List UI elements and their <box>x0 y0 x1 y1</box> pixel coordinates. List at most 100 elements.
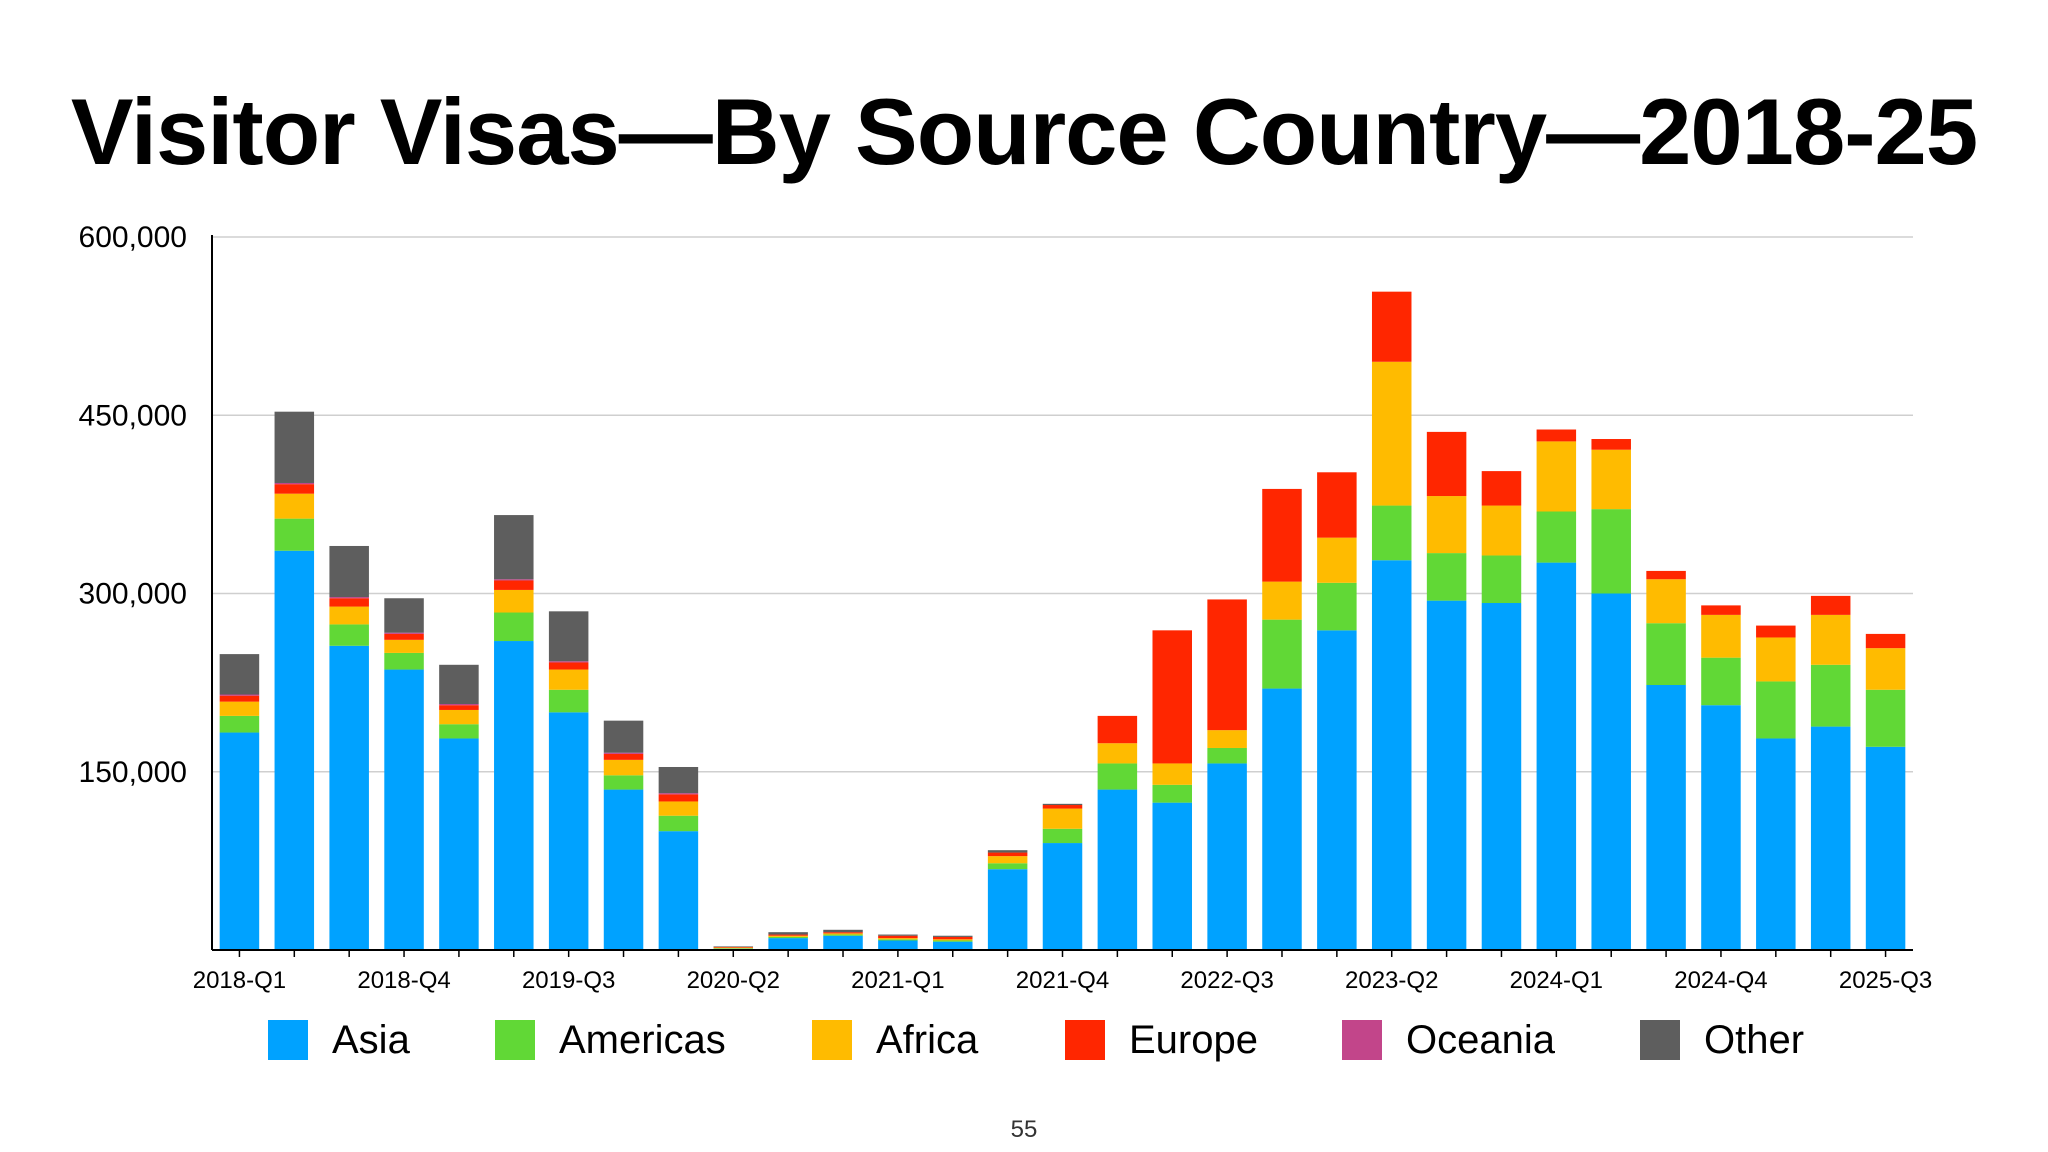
bar-segment-asia <box>823 935 863 950</box>
legend-label-europe: Europe <box>1129 1018 1258 1062</box>
bar-segment-africa <box>1262 581 1302 620</box>
bar-segment-europe <box>494 580 534 590</box>
y-tick-label: 150,000 <box>79 756 187 789</box>
bar-segment-americas <box>494 612 534 642</box>
bar-segment-asia <box>1207 763 1247 950</box>
bar-segment-africa <box>823 933 863 935</box>
legend-label-oceania: Oceania <box>1406 1018 1556 1062</box>
x-tick-label: 2020-Q2 <box>687 967 780 994</box>
bar-segment-europe <box>603 753 644 760</box>
bar-segment-americas <box>548 689 589 713</box>
bar-segment-americas <box>384 652 424 670</box>
bar-segment-asia <box>1756 738 1796 950</box>
x-tick-label: 2022-Q3 <box>1180 967 1273 994</box>
bar-segment-africa <box>603 759 644 776</box>
bar-segment-europe <box>1426 431 1467 497</box>
bar-segment-americas <box>1426 553 1467 601</box>
bar-segment-africa <box>713 947 754 949</box>
bar-segment-europe <box>329 598 369 607</box>
bar-segment-africa <box>768 935 808 937</box>
bar-segment-other <box>494 515 534 580</box>
bar-segment-americas <box>1810 664 1851 727</box>
bar-segment-europe <box>1097 715 1138 744</box>
bar-segment-europe <box>1262 488 1302 582</box>
bar-segment-asia <box>658 831 699 950</box>
bar-segment-other <box>439 664 479 705</box>
bar-segment-europe <box>713 947 754 948</box>
bar-segment-asia <box>933 941 973 950</box>
bar-segment-europe <box>1701 605 1741 615</box>
legend-swatch-europe <box>1065 1020 1105 1060</box>
bar-segment-other <box>603 720 644 753</box>
bar-segment-africa <box>384 639 424 653</box>
x-tick-labels: 2018-Q1 2018-Q4 2019-Q3 2020-Q2 2021-Q1 2021-… <box>193 967 1933 994</box>
bar-segment-asia <box>603 789 644 950</box>
bar-segment-asia <box>1591 593 1631 950</box>
bar-segment-asia <box>1810 726 1851 950</box>
bar-segment-asia <box>1536 562 1577 950</box>
bar-segment-americas <box>1481 555 1522 604</box>
x-tick-label: 2018-Q1 <box>193 967 286 994</box>
bar-segment-europe <box>1317 472 1357 538</box>
bar-segment-other <box>987 850 1028 853</box>
bar-segment-asia <box>878 940 918 950</box>
bar-segment-americas <box>1865 689 1906 747</box>
bar-segment-americas <box>1371 505 1412 561</box>
bar-segment-other <box>658 766 699 794</box>
bar-segment-oceania <box>274 482 315 485</box>
bar-segment-other <box>329 545 369 598</box>
bar-segment-europe <box>823 932 863 934</box>
bar-segment-oceania <box>384 632 424 634</box>
bar-segment-americas <box>1097 763 1138 790</box>
bar-segment-europe <box>1810 595 1851 615</box>
bar-segment-americas <box>1591 509 1631 594</box>
bar-segment-africa <box>329 606 369 625</box>
x-tick-label: 2025-Q3 <box>1839 967 1932 994</box>
bar-segment-oceania <box>439 704 479 706</box>
bar-segment-americas <box>1262 619 1302 689</box>
bar-segment-europe <box>1152 630 1192 764</box>
bar-segment-asia <box>1152 802 1192 950</box>
bar-segment-africa <box>1810 614 1851 665</box>
legend-label-asia: Asia <box>332 1018 411 1062</box>
bar-segment-africa <box>878 938 918 940</box>
bar-segment-europe <box>987 852 1028 857</box>
x-tick-label: 2018-Q4 <box>357 967 450 994</box>
bar-segment-asia <box>274 550 315 950</box>
bar-segment-europe <box>658 794 699 802</box>
bar-segment-other <box>823 929 863 933</box>
bar-segment-africa <box>1152 763 1192 785</box>
bar-segment-other <box>1042 803 1083 806</box>
bar-segment-africa <box>933 939 973 941</box>
bar-segment-africa <box>494 589 534 613</box>
bar-segment-europe <box>439 705 479 710</box>
bar-segment-africa <box>1536 441 1577 512</box>
bar-segment-europe <box>274 484 315 494</box>
bar-segment-americas <box>1207 747 1247 764</box>
bar-segment-americas <box>603 775 644 790</box>
legend-label-other: Other <box>1704 1018 1804 1062</box>
bar-segment-asia <box>1371 560 1412 950</box>
bar-segment-oceania <box>329 597 369 599</box>
x-tick-label: 2021-Q4 <box>1016 967 1109 994</box>
bar-segment-europe <box>1042 805 1083 809</box>
bar-segment-asia <box>987 869 1028 950</box>
bar-segment-europe <box>548 662 589 670</box>
bar-segment-asia <box>548 712 589 950</box>
bar-segment-asia <box>384 669 424 950</box>
bar-segment-americas <box>1317 582 1357 631</box>
bar-segment-asia <box>1317 630 1357 950</box>
bar-segment-europe <box>384 633 424 640</box>
legend-swatch-other <box>1640 1020 1680 1060</box>
bar-segment-oceania <box>494 579 534 581</box>
bar-segment-africa <box>1481 505 1522 556</box>
x-tick-label: 2024-Q1 <box>1510 967 1603 994</box>
bar-segment-asia <box>768 938 808 950</box>
bar-segment-americas <box>1042 828 1083 844</box>
bar-segment-africa <box>1756 637 1796 682</box>
bar-segment-asia <box>1646 685 1686 950</box>
bar-segment-africa <box>1042 808 1083 829</box>
bar-segment-americas <box>439 724 479 739</box>
bar-segment-europe <box>1371 291 1412 362</box>
